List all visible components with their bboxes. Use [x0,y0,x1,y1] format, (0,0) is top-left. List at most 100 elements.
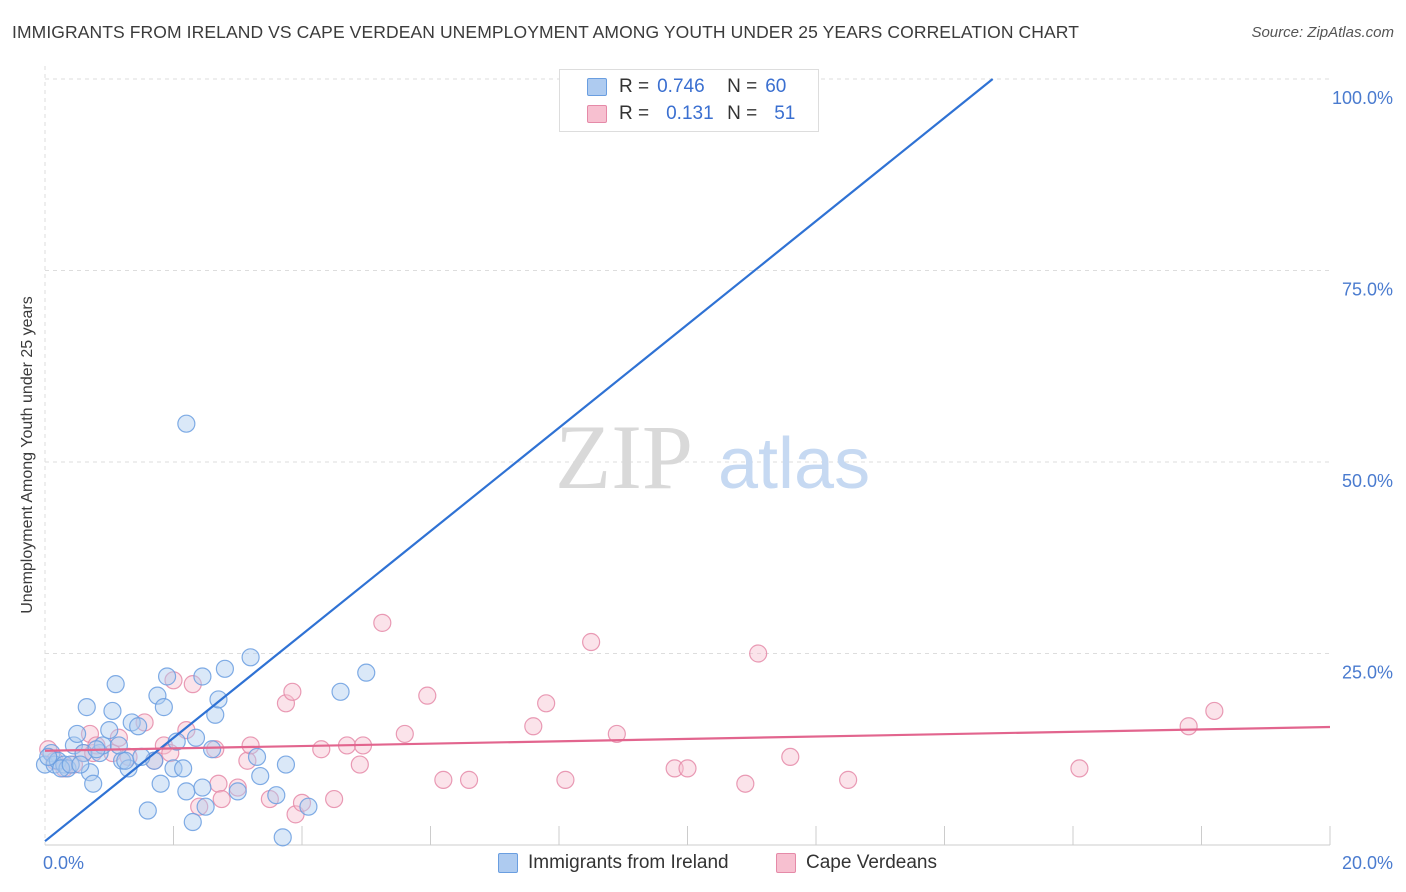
data-point [212,789,231,809]
data-point [177,782,196,801]
y-tick-label: 50.0% [1342,471,1393,491]
data-point [607,724,626,744]
data-point [77,698,96,717]
data-point [51,759,71,778]
data-point [80,724,100,744]
legend-r-label: R = [619,103,650,124]
data-point [164,759,183,778]
data-point [138,801,157,820]
legend-n-value: 60 [765,76,787,97]
source-label: Source: ZipAtlas.com [1251,24,1394,41]
legend-r-value: 0.746 [657,76,705,97]
tick-labels: 25.0% 50.0% 75.0% 100.0% 0.0% 20.0% [43,88,1393,873]
data-point [116,751,135,770]
data-point [395,724,414,744]
watermark-atlas: atlas [718,424,870,504]
data-point [267,786,286,805]
data-point [736,774,755,793]
data-point [276,755,296,774]
data-point [206,705,225,724]
data-point [196,797,215,816]
data-point [781,747,800,767]
legend-swatch-blue [587,78,607,96]
legend-row-ireland: R = 0.746 N = 60 [587,74,786,100]
data-point [325,789,344,809]
data-point [459,770,479,789]
data-point [202,740,222,759]
data-point [215,659,234,678]
data-point [299,797,318,816]
data-point [283,682,302,701]
bottom-legend-swatch-blue [498,853,518,873]
data-point [174,759,193,778]
data-point [1070,759,1089,778]
data-point [154,698,173,717]
data-point [103,701,122,721]
data-point [273,828,292,847]
data-point [129,717,148,736]
legend-n-label: N = [727,76,758,97]
data-point [109,728,128,747]
data-point [84,774,103,793]
data-point [228,782,247,801]
watermark-zip: ZIP [555,406,693,508]
data-point [312,740,331,759]
data-point [251,766,270,786]
data-point [350,755,369,774]
x-tick-label: 20.0% [1342,853,1393,873]
data-point [193,667,212,686]
data-point [524,717,543,736]
data-point [241,736,260,755]
data-point [839,770,858,789]
data-point [209,774,228,793]
trend-lines [44,78,1331,843]
data-point [177,414,196,433]
data-point [1179,717,1198,736]
data-point [183,812,202,832]
bottom-legend-ireland: Immigrants from Ireland [498,852,729,874]
bottom-legend-label-ireland: Immigrants from Ireland [528,852,729,873]
bottom-legend: Immigrants from Ireland Cape Verdeans [0,852,1406,876]
bottom-legend-label-cape-verdeans: Cape Verdeans [806,852,937,873]
data-point [183,675,202,694]
data-point [582,632,601,652]
data-point [247,747,267,767]
data-point [106,675,125,694]
legend-r-label: R = [619,76,650,97]
legend: R = 0.746 N = 60 R = 0.131 N = 51 [559,69,819,132]
data-point [331,682,350,701]
trend-line-cape-verdeans [44,725,1331,752]
y-tick-label: 25.0% [1342,663,1393,683]
legend-swatch-pink [587,105,607,123]
data-point [193,778,212,797]
data-point [678,759,697,778]
data-point [241,648,260,667]
data-point [228,778,247,797]
data-point [276,694,296,713]
legend-r-value: 0.131 [666,103,714,124]
data-point [39,747,58,767]
chart-title: IMMIGRANTS FROM IRELAND VS CAPE VERDEAN … [12,22,1080,42]
legend-n-value: 51 [774,103,796,124]
y-tick-label: 75.0% [1342,280,1393,300]
data-point [749,644,768,663]
data-point [68,724,87,744]
data-point [100,720,119,740]
y-tick-label: 100.0% [1332,88,1393,108]
data-point [109,736,128,755]
bottom-legend-cape-verdeans: Cape Verdeans [776,852,937,874]
data-point [238,751,257,770]
data-point [1205,701,1224,721]
x-tick-label: 0.0% [43,853,84,873]
data-point [537,694,556,713]
legend-n-label: N = [727,103,758,124]
data-point [151,774,170,793]
data-point [80,763,100,782]
data-point [157,667,177,686]
legend-row-cape-verdeans: R = 0.131 N = 51 [587,101,795,127]
watermark: ZIP atlas [555,406,870,508]
trend-line-ireland [44,78,994,843]
data-point [373,613,392,632]
data-point [71,755,90,774]
